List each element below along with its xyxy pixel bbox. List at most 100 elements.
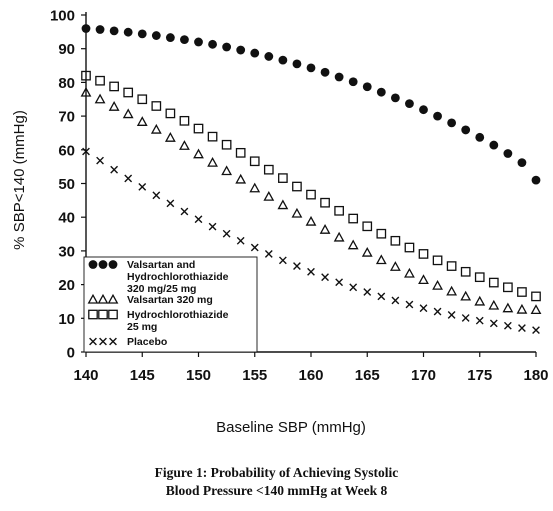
data-point	[502, 302, 514, 313]
data-point	[447, 118, 457, 128]
data-point	[235, 147, 246, 158]
figure-caption: Figure 1: Probability of Achieving Systo…	[0, 464, 553, 500]
data-point	[460, 266, 471, 277]
data-point	[419, 304, 428, 313]
y-tick-label: 40	[58, 210, 75, 227]
data-point	[277, 199, 289, 210]
data-point	[307, 267, 315, 276]
data-point	[461, 314, 470, 322]
legend-label: Valsartan 320 mg	[127, 294, 213, 306]
data-point	[151, 101, 162, 111]
data-point	[124, 174, 133, 183]
data-point	[503, 149, 513, 158]
data-point	[207, 131, 218, 142]
data-point	[180, 207, 189, 216]
caption-line-1: Figure 1: Probability of Achieving Systo…	[154, 465, 399, 480]
data-point	[136, 116, 148, 126]
data-point	[433, 111, 442, 121]
data-point	[405, 300, 414, 309]
x-tick-label: 155	[242, 367, 267, 384]
data-point	[362, 82, 372, 92]
data-point	[208, 39, 217, 49]
data-point	[80, 86, 92, 97]
data-point	[165, 108, 176, 119]
data-point	[291, 207, 303, 218]
legend-label: Hydrochlorothiazide	[127, 271, 229, 283]
y-tick-label: 60	[58, 142, 75, 159]
data-point	[518, 324, 526, 332]
legend-marker	[108, 309, 118, 320]
data-point	[348, 77, 358, 87]
data-point	[532, 326, 540, 334]
data-point	[207, 156, 218, 167]
x-tick-label: 150	[186, 367, 211, 384]
y-tick-label: 70	[58, 109, 75, 126]
data-point	[320, 67, 330, 77]
data-point	[193, 148, 204, 159]
legend-label: 320 mg/25 mg	[127, 283, 196, 295]
data-point	[222, 229, 231, 238]
data-point	[222, 42, 232, 52]
ticks-layer: 0 10 20 30 40 50 60 70 80 90 100 140 145 150 155 160 165…	[50, 8, 549, 385]
data-point	[305, 215, 317, 226]
data-point	[418, 274, 429, 285]
data-point	[517, 287, 527, 297]
data-point	[447, 311, 456, 319]
data-point	[164, 132, 176, 142]
data-point	[363, 288, 372, 296]
data-point	[517, 158, 527, 168]
data-point	[347, 239, 359, 250]
data-point	[249, 182, 261, 193]
data-point	[81, 70, 91, 81]
data-point	[108, 101, 120, 111]
data-point	[404, 242, 415, 253]
data-point	[95, 75, 105, 86]
legend-label: Valsartan and	[127, 259, 195, 271]
y-axis-title: % SBP<140 (mmHg)	[11, 110, 28, 250]
data-point	[208, 222, 217, 231]
data-point	[306, 63, 316, 73]
legend-marker	[88, 309, 98, 320]
y-tick-label: 100	[50, 8, 75, 25]
data-point	[250, 243, 259, 252]
data-point	[333, 231, 345, 242]
data-point	[138, 182, 147, 191]
data-point	[81, 24, 91, 33]
legend-box	[83, 256, 258, 353]
data-point	[389, 261, 401, 271]
data-point	[165, 33, 175, 42]
data-point	[278, 173, 288, 183]
y-tick-label: 20	[58, 277, 75, 294]
data-point	[475, 316, 484, 325]
data-point	[320, 197, 330, 208]
series-4	[82, 147, 540, 334]
x-tick-label: 165	[355, 367, 380, 384]
data-point	[292, 181, 302, 192]
data-point	[503, 321, 512, 330]
data-point	[530, 304, 542, 315]
x-axis-title: Baseline SBP (mmHg)	[216, 419, 366, 436]
data-point	[137, 29, 147, 39]
x-tick-label: 160	[298, 367, 323, 384]
data-point	[418, 249, 429, 259]
legend-marker	[107, 293, 119, 304]
data-point	[236, 45, 246, 55]
data-point	[405, 99, 414, 109]
data-point	[362, 221, 373, 232]
data-point	[194, 215, 203, 224]
data-point	[432, 255, 443, 266]
data-point	[263, 190, 275, 201]
data-point	[503, 282, 513, 293]
legend-marker	[108, 260, 118, 269]
y-tick-label: 0	[67, 345, 75, 362]
legend-marker	[88, 260, 98, 269]
data-point	[123, 27, 133, 37]
data-point	[109, 81, 119, 92]
data-point	[264, 250, 273, 258]
data-point	[348, 213, 359, 224]
legend-marker	[98, 309, 108, 320]
data-point	[391, 296, 400, 305]
data-point	[150, 123, 162, 134]
data-point	[137, 94, 148, 105]
